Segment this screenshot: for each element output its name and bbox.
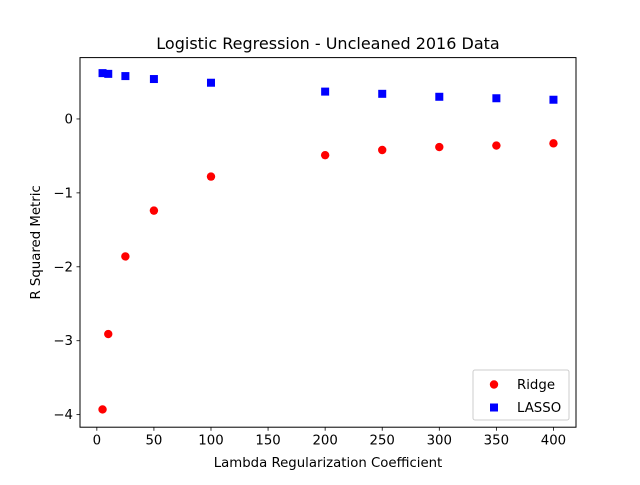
x-axis-label: Lambda Regularization Coefficient bbox=[214, 456, 443, 471]
ridge-point bbox=[492, 141, 501, 150]
legend: Ridge LASSO bbox=[472, 369, 570, 421]
x-tick-label: 350 bbox=[484, 434, 509, 449]
lasso-point bbox=[104, 69, 113, 78]
ridge-point bbox=[206, 172, 216, 181]
lasso-point bbox=[435, 92, 444, 101]
ridge-point bbox=[320, 150, 330, 160]
marks-layer bbox=[98, 69, 558, 414]
y-tick-label: −1 bbox=[53, 186, 73, 201]
x-tick-label: 50 bbox=[145, 434, 162, 449]
ridge-point bbox=[121, 252, 130, 261]
legend-ridge-marker bbox=[489, 380, 499, 389]
ridge-point bbox=[435, 142, 444, 152]
ridge-point bbox=[149, 206, 159, 215]
ridge-point bbox=[98, 405, 107, 414]
lasso-point bbox=[149, 75, 158, 84]
ridge-point bbox=[549, 139, 558, 148]
lasso-point bbox=[206, 78, 215, 87]
chart-title: Logistic Regression - Uncleaned 2016 Dat… bbox=[156, 34, 499, 53]
lasso-point bbox=[549, 95, 558, 104]
lasso-point bbox=[321, 87, 330, 96]
x-tick-label: 300 bbox=[427, 434, 452, 449]
ridge-point bbox=[378, 145, 387, 155]
y-tick-label: −3 bbox=[53, 334, 73, 349]
lasso-point bbox=[378, 89, 387, 98]
x-tick-label: 400 bbox=[541, 434, 566, 449]
lasso-point bbox=[98, 69, 107, 78]
x-tick-label: 200 bbox=[312, 434, 337, 449]
lasso-point bbox=[492, 94, 501, 103]
y-tick-label: −4 bbox=[53, 408, 73, 423]
x-tick-label: 250 bbox=[370, 434, 395, 449]
legend-ridge-label: Ridge bbox=[517, 378, 555, 393]
y-tick-label: −2 bbox=[53, 260, 73, 275]
series-ridge bbox=[98, 139, 558, 414]
ridge-point bbox=[104, 329, 113, 339]
x-tick-label: 100 bbox=[198, 434, 223, 449]
legend-lasso-label: LASSO bbox=[517, 401, 561, 416]
y-axis-label: R Squared Metric bbox=[29, 185, 44, 299]
ticks-layer: 0 50 100 150 200 250 300 350 400 −4 −3 −2 −1 0 bbox=[53, 112, 566, 448]
x-tick-label: 150 bbox=[255, 434, 280, 449]
series-lasso bbox=[98, 69, 558, 104]
plot-area-frame bbox=[79, 57, 577, 428]
lasso-point bbox=[121, 72, 130, 81]
legend-lasso-marker bbox=[490, 403, 498, 412]
y-tick-label: 0 bbox=[65, 112, 73, 127]
x-tick-label: 0 bbox=[93, 434, 101, 449]
